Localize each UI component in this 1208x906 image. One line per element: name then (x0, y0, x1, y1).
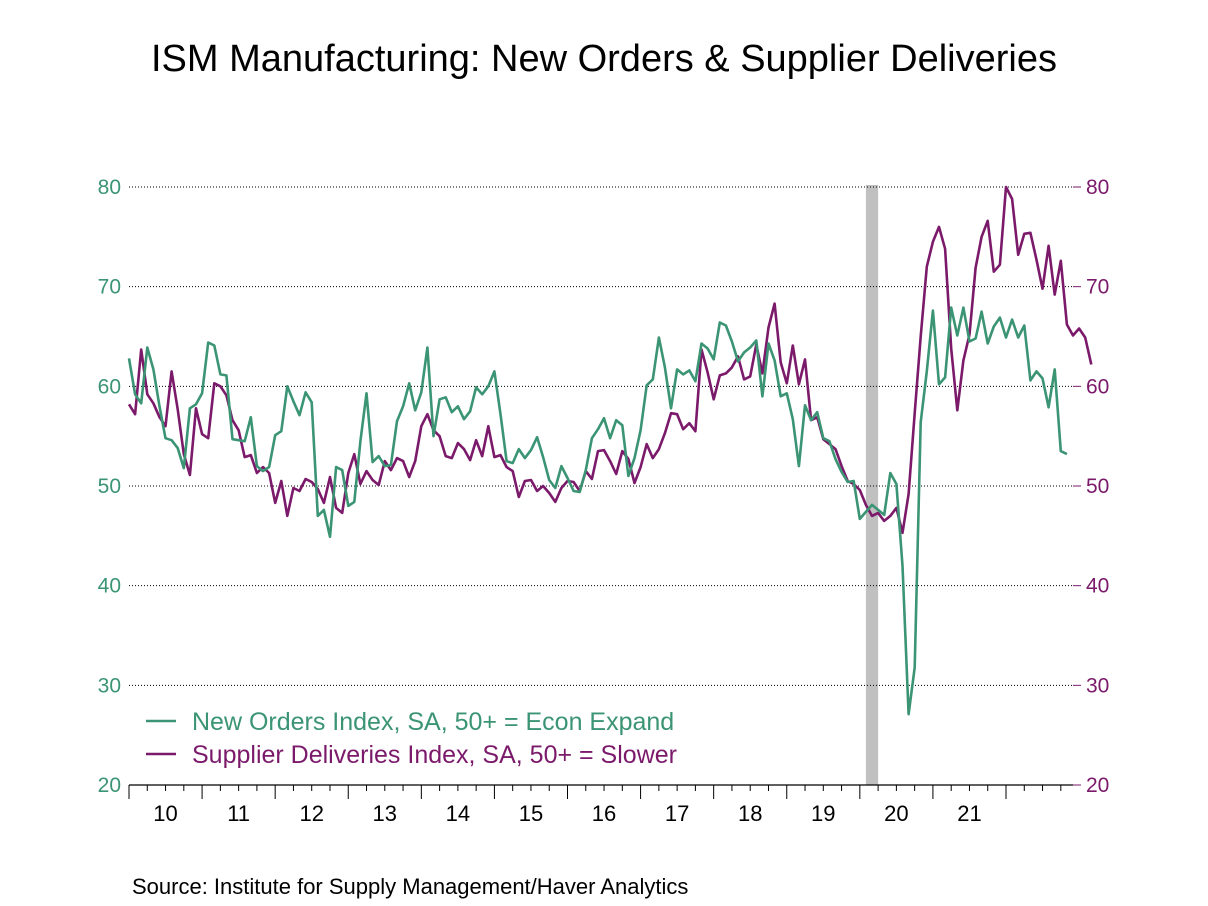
x-tick-label: 17 (665, 801, 689, 826)
axes: 20 30 40 50 60 70 80 20 30 40 50 60 70 80 10 11 12 13 14 15… (98, 176, 1110, 826)
source-note: Source: Institute for Supply Management/… (132, 874, 689, 899)
x-tick-label: 16 (592, 801, 616, 826)
x-tick-label: 14 (446, 801, 470, 826)
x-tick-label: 11 (227, 801, 250, 826)
gridlines (129, 186, 1073, 686)
y-left-tick-label: 40 (98, 575, 121, 598)
legend-label: New Orders Index, SA, 50+ = Econ Expand (192, 708, 674, 736)
y-left-tick-label: 70 (98, 276, 121, 299)
x-tick-label: 10 (153, 801, 177, 826)
y-right-tick-label: 30 (1086, 674, 1109, 697)
series-lines (127, 185, 1093, 716)
y-left-tick-label: 20 (98, 774, 121, 797)
y-right-tick-label: 60 (1086, 375, 1109, 398)
y-left-tick-label: 30 (98, 674, 121, 697)
chart-title: ISM Manufacturing: New Orders & Supplier… (150, 38, 1057, 80)
new-orders-line (127, 306, 1068, 716)
x-tick-label: 13 (373, 801, 397, 826)
x-tick-label: 12 (299, 801, 323, 826)
legend-label: Supplier Deliveries Index, SA, 50+ = Slo… (192, 741, 677, 769)
x-tick-label: 15 (519, 801, 543, 826)
y-left-tick-label: 50 (98, 475, 121, 498)
y-right-tick-label: 20 (1086, 774, 1109, 797)
y-right-tick-label: 80 (1086, 176, 1109, 199)
x-tick-label: 19 (811, 801, 835, 826)
y-right-tick-label: 70 (1086, 276, 1109, 299)
supplier-deliveries-line (127, 185, 1093, 535)
recession-band-layer (865, 185, 879, 785)
y-left-tick-label: 80 (98, 176, 121, 199)
x-tick-label: 21 (957, 801, 981, 826)
x-tick-label: 18 (738, 801, 762, 826)
y-left-tick-label: 60 (98, 375, 121, 398)
x-tick-label: 20 (884, 801, 908, 826)
legend: New Orders Index, SA, 50+ = Econ Expand S… (146, 708, 677, 769)
y-right-tick-label: 40 (1086, 575, 1109, 598)
y-right-tick-label: 50 (1086, 475, 1109, 498)
recession-band (865, 185, 879, 785)
